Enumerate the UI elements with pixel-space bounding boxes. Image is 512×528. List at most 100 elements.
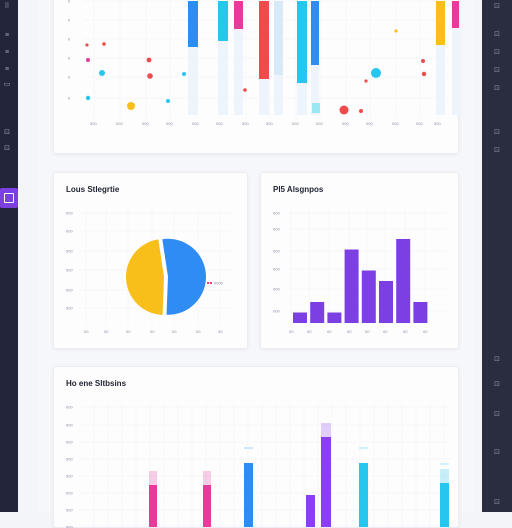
toolbar-icon[interactable]: ⊡ — [490, 48, 504, 58]
y-tick-label: 000 — [66, 474, 73, 479]
x-tick-label: 00 — [383, 329, 388, 334]
x-tick-label: 00 — [104, 329, 109, 334]
x-tick-label: 00 — [84, 329, 89, 334]
toolbar-icon[interactable]: ⊡ — [490, 355, 504, 365]
x-tick-label: 000 — [216, 121, 223, 126]
y-tick-label: 0 — [68, 96, 71, 101]
bar-cap — [440, 463, 449, 465]
x-tick-label: 000 — [366, 121, 373, 126]
y-tick-label: 0 — [68, 56, 71, 61]
bar-cap — [244, 447, 253, 449]
legend-swatch — [207, 282, 209, 284]
y-tick-label: 000 — [66, 525, 73, 528]
toolbar-icon[interactable]: ⊡ — [490, 2, 504, 12]
y-tick-label: 000 — [66, 405, 73, 410]
bar-fade — [149, 471, 157, 485]
scatter-point — [99, 70, 105, 76]
bar-track — [188, 47, 198, 115]
bar-track — [297, 83, 307, 115]
scatter-point — [85, 43, 88, 46]
bar-track — [259, 79, 269, 115]
folder-icon[interactable]: ▭ — [1, 80, 13, 90]
x-tick-label: 000 — [342, 121, 349, 126]
toolbar-icon[interactable]: ⊡ — [490, 30, 504, 40]
scatter-point — [147, 58, 152, 63]
toolbar-icon[interactable]: ⊡ — [490, 410, 504, 420]
x-tick-label: 00 — [218, 329, 223, 334]
tag-icon[interactable]: ⊡ — [1, 128, 13, 138]
x-tick-label: 000 — [116, 121, 123, 126]
scatter-point — [422, 72, 426, 76]
x-tick-label: 000 — [166, 121, 173, 126]
bar — [259, 1, 269, 79]
y-tick-label: 0 — [68, 18, 71, 23]
scatter-point — [127, 102, 135, 110]
bar — [188, 1, 198, 47]
legend-label: 0000 — [214, 281, 224, 286]
x-tick-label: 00 — [289, 329, 294, 334]
y-tick-label: 000 — [66, 229, 73, 234]
x-tick-label: 000 — [292, 121, 299, 126]
bar — [244, 463, 253, 527]
x-tick-label: 000 — [266, 121, 273, 126]
x-tick-label: 00 — [150, 329, 155, 334]
x-tick-label: 00 — [126, 329, 131, 334]
bar — [345, 250, 359, 324]
bar — [396, 239, 410, 323]
bar — [149, 485, 157, 527]
x-tick-label: 00 — [347, 329, 352, 334]
scatter-point — [86, 58, 90, 62]
y-tick-label: 000 — [66, 440, 73, 445]
users-icon[interactable]: ⊡ — [1, 144, 13, 154]
x-tick-label: 000 — [434, 121, 441, 126]
pie-slice — [162, 239, 206, 315]
x-tick-label: 000 — [142, 121, 149, 126]
x-tick-label: 00 — [365, 329, 370, 334]
bar-cap — [359, 447, 368, 449]
bar — [452, 1, 459, 28]
y-tick-label: 000 — [66, 249, 73, 254]
bar — [306, 495, 315, 527]
right-toolbar: ⊡ ⊡ ⊡ ⊡ ⊡ ⊡ ⊡ ⊡ ⊡ ⊡ ⊡ ⊡ — [482, 0, 512, 512]
layers-icon[interactable]: ≡ — [1, 65, 13, 75]
sidebar-item-dashboard[interactable] — [0, 188, 18, 208]
bar-fade — [203, 471, 211, 485]
y-tick-label: 000 — [273, 287, 280, 292]
y-tick-label: 000 — [66, 268, 73, 273]
toolbar-icon[interactable]: ⊡ — [490, 146, 504, 156]
y-tick-label: 000 — [66, 457, 73, 462]
bar-track — [274, 75, 283, 115]
bar-fade — [321, 423, 331, 437]
bar — [440, 483, 449, 527]
bar-track — [436, 45, 445, 115]
legend-swatch — [210, 282, 212, 284]
y-tick-label: 0 — [68, 75, 71, 80]
bar — [311, 1, 319, 65]
grid-icon[interactable]: ⠿ — [1, 2, 13, 12]
toolbar-icon[interactable]: ⊡ — [490, 128, 504, 138]
bar — [312, 103, 320, 113]
toolbar-icon[interactable]: ⊡ — [490, 84, 504, 94]
toolbar-icon[interactable]: ⊡ — [490, 448, 504, 458]
toolbar-icon[interactable]: ⊡ — [490, 66, 504, 76]
scatter-point — [340, 106, 349, 115]
chart-icon[interactable]: ≡ — [1, 31, 13, 41]
x-tick-label: 000 — [316, 121, 323, 126]
bar — [203, 485, 211, 527]
toolbar-icon[interactable]: ⊡ — [490, 380, 504, 390]
x-tick-label: 000 — [392, 121, 399, 126]
toolbar-icon[interactable]: ⊡ — [490, 498, 504, 508]
x-tick-label: 000 — [242, 121, 249, 126]
y-tick-label: 000 — [66, 288, 73, 293]
y-tick-label: 0 — [68, 37, 71, 42]
x-tick-label: 00 — [403, 329, 408, 334]
bar-fade — [440, 469, 449, 483]
sidebar: ⠿ ≡ ≡ ≡ ▭ ⊡ ⊡ — [0, 0, 18, 512]
list-icon[interactable]: ≡ — [1, 48, 13, 58]
scatter-point — [364, 79, 367, 82]
